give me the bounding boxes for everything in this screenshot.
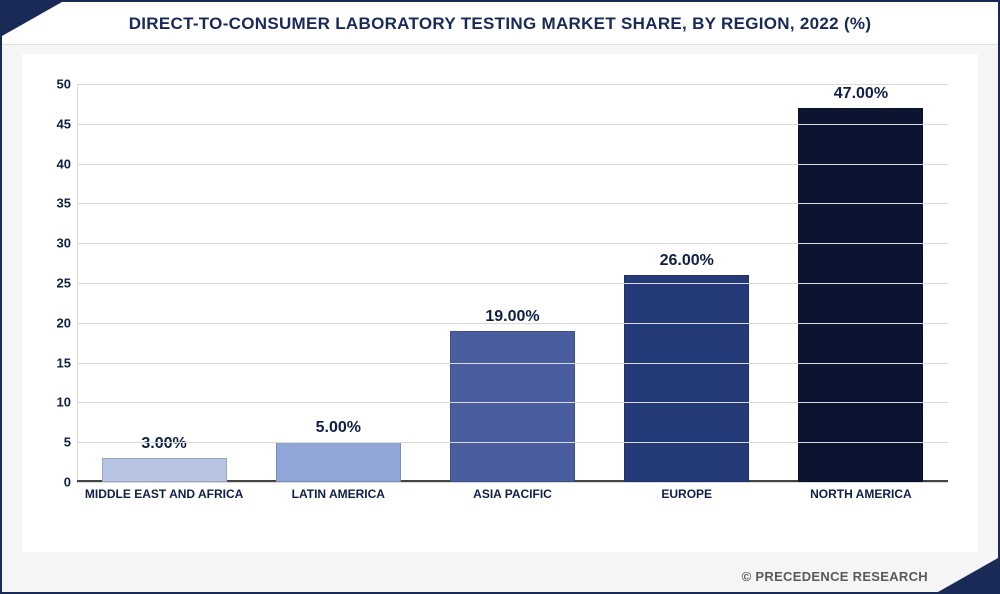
y-tick-label: 20 bbox=[37, 315, 71, 330]
plot-area: 3.00%5.00%19.00%26.00%47.00% 05101520253… bbox=[77, 84, 948, 482]
y-tick-label: 25 bbox=[37, 276, 71, 291]
bar: 26.00% bbox=[624, 275, 749, 482]
x-tick-label: ASIA PACIFIC bbox=[425, 487, 599, 542]
grid-line bbox=[77, 283, 948, 284]
bar: 3.00% bbox=[102, 458, 227, 482]
grid-line bbox=[77, 203, 948, 204]
corner-triangle-top-left bbox=[2, 2, 62, 36]
attribution-text: © PRECEDENCE RESEARCH bbox=[742, 569, 928, 584]
bar: 19.00% bbox=[450, 331, 575, 482]
y-tick-label: 40 bbox=[37, 156, 71, 171]
grid-line bbox=[77, 442, 948, 443]
bar: 5.00% bbox=[276, 442, 401, 482]
bar-value-label: 47.00% bbox=[834, 85, 888, 103]
bar-value-label: 26.00% bbox=[660, 252, 714, 270]
plot-wrap: 3.00% 5.00% 19.00% 26.00% 47.00% 0 5 10 15 20 25 3… bbox=[22, 54, 978, 552]
grid-line bbox=[77, 402, 948, 403]
grid-line bbox=[77, 482, 948, 483]
x-tick-label: NORTH AMERICA bbox=[774, 487, 948, 542]
chart-frame: DIRECT-TO-CONSUMER LABORATORY TESTING MA… bbox=[0, 0, 1000, 594]
grid-line bbox=[77, 323, 948, 324]
title-bar: DIRECT-TO-CONSUMER LABORATORY TESTING MA… bbox=[2, 2, 998, 45]
y-tick-label: 35 bbox=[37, 196, 71, 211]
y-tick-label: 45 bbox=[37, 116, 71, 131]
y-tick-label: 30 bbox=[37, 236, 71, 251]
bar-value-label: 5.00% bbox=[316, 419, 361, 437]
x-tick-label: EUROPE bbox=[600, 487, 774, 542]
x-tick-label: LATIN AMERICA bbox=[251, 487, 425, 542]
grid-line bbox=[77, 363, 948, 364]
y-tick-label: 5 bbox=[37, 435, 71, 450]
grid-line bbox=[77, 124, 948, 125]
grid-line bbox=[77, 164, 948, 165]
bar-value-label: 3.00% bbox=[141, 435, 186, 453]
y-tick-label: 10 bbox=[37, 395, 71, 410]
y-tick-label: 0 bbox=[37, 475, 71, 490]
grid-line bbox=[77, 84, 948, 85]
chart-title: DIRECT-TO-CONSUMER LABORATORY TESTING MA… bbox=[12, 14, 988, 34]
corner-triangle-bottom-right bbox=[938, 558, 998, 592]
y-tick-label: 15 bbox=[37, 355, 71, 370]
x-labels-container: MIDDLE EAST AND AFRICALATIN AMERICAASIA … bbox=[77, 487, 948, 542]
x-tick-label: MIDDLE EAST AND AFRICA bbox=[77, 487, 251, 542]
y-tick-label: 50 bbox=[37, 77, 71, 92]
grid-line bbox=[77, 243, 948, 244]
